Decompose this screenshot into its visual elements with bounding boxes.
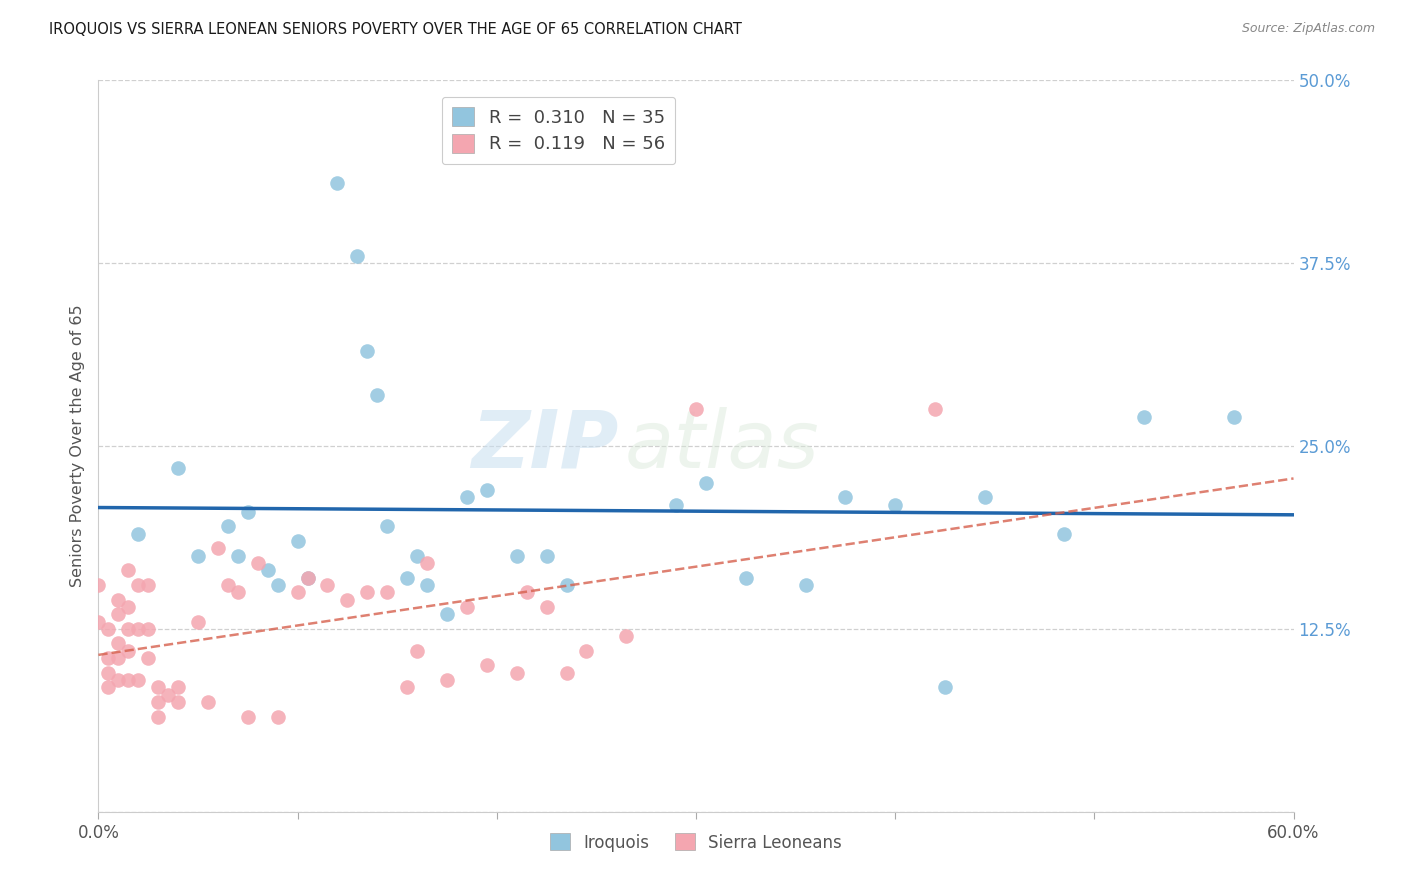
- Point: [456, 490, 478, 504]
- Point: [375, 585, 398, 599]
- Point: [167, 681, 190, 695]
- Text: IROQUOIS VS SIERRA LEONEAN SENIORS POVERTY OVER THE AGE OF 65 CORRELATION CHART: IROQUOIS VS SIERRA LEONEAN SENIORS POVER…: [49, 22, 742, 37]
- Point: [695, 475, 717, 490]
- Point: [575, 644, 598, 658]
- Point: [236, 709, 259, 723]
- Point: [406, 549, 429, 563]
- Point: [217, 519, 239, 533]
- Point: [396, 681, 419, 695]
- Point: [107, 592, 129, 607]
- Point: [436, 673, 458, 687]
- Point: [555, 578, 578, 592]
- Point: [506, 549, 529, 563]
- Point: [136, 622, 159, 636]
- Point: [1223, 409, 1246, 424]
- Point: [287, 585, 309, 599]
- Point: [375, 519, 398, 533]
- Point: [516, 585, 538, 599]
- Point: [127, 622, 149, 636]
- Point: [356, 585, 378, 599]
- Point: [336, 592, 359, 607]
- Point: [148, 709, 170, 723]
- Point: [734, 571, 756, 585]
- Point: [456, 599, 478, 614]
- Point: [346, 249, 368, 263]
- Point: [107, 651, 129, 665]
- Point: [356, 343, 378, 358]
- Point: [475, 658, 498, 673]
- Point: [884, 498, 907, 512]
- Point: [326, 176, 349, 190]
- Point: [107, 636, 129, 650]
- Point: [226, 549, 249, 563]
- Point: [97, 622, 120, 636]
- Point: [934, 681, 956, 695]
- Y-axis label: Seniors Poverty Over the Age of 65: Seniors Poverty Over the Age of 65: [69, 305, 84, 587]
- Point: [97, 681, 120, 695]
- Point: [87, 578, 110, 592]
- Point: [127, 673, 149, 687]
- Point: [97, 665, 120, 680]
- Point: [167, 695, 190, 709]
- Text: ZIP: ZIP: [471, 407, 619, 485]
- Point: [436, 607, 458, 622]
- Point: [267, 578, 290, 592]
- Point: [87, 615, 110, 629]
- Point: [834, 490, 856, 504]
- Point: [297, 571, 319, 585]
- Point: [197, 695, 219, 709]
- Point: [97, 651, 120, 665]
- Point: [117, 673, 139, 687]
- Point: [127, 526, 149, 541]
- Point: [236, 505, 259, 519]
- Point: [316, 578, 339, 592]
- Point: [187, 549, 209, 563]
- Point: [246, 556, 269, 570]
- Point: [187, 615, 209, 629]
- Point: [1053, 526, 1076, 541]
- Point: [536, 599, 558, 614]
- Point: [287, 534, 309, 549]
- Point: [366, 388, 388, 402]
- Point: [416, 556, 439, 570]
- Point: [536, 549, 558, 563]
- Text: Source: ZipAtlas.com: Source: ZipAtlas.com: [1241, 22, 1375, 36]
- Point: [117, 563, 139, 577]
- Point: [207, 541, 229, 556]
- Point: [555, 665, 578, 680]
- Point: [167, 461, 190, 475]
- Point: [475, 483, 498, 497]
- Point: [107, 607, 129, 622]
- Point: [416, 578, 439, 592]
- Point: [217, 578, 239, 592]
- Point: [396, 571, 419, 585]
- Point: [406, 644, 429, 658]
- Point: [117, 622, 139, 636]
- Text: atlas: atlas: [624, 407, 820, 485]
- Point: [256, 563, 278, 577]
- Point: [226, 585, 249, 599]
- Point: [685, 402, 707, 417]
- Point: [1133, 409, 1156, 424]
- Point: [506, 665, 529, 680]
- Point: [297, 571, 319, 585]
- Point: [117, 599, 139, 614]
- Point: [614, 629, 637, 643]
- Point: [117, 644, 139, 658]
- Point: [127, 578, 149, 592]
- Point: [267, 709, 290, 723]
- Point: [136, 651, 159, 665]
- Point: [924, 402, 946, 417]
- Point: [148, 695, 170, 709]
- Legend: Iroquois, Sierra Leoneans: Iroquois, Sierra Leoneans: [544, 827, 848, 858]
- Point: [136, 578, 159, 592]
- Point: [794, 578, 817, 592]
- Point: [973, 490, 995, 504]
- Point: [665, 498, 688, 512]
- Point: [148, 681, 170, 695]
- Point: [107, 673, 129, 687]
- Point: [157, 688, 180, 702]
